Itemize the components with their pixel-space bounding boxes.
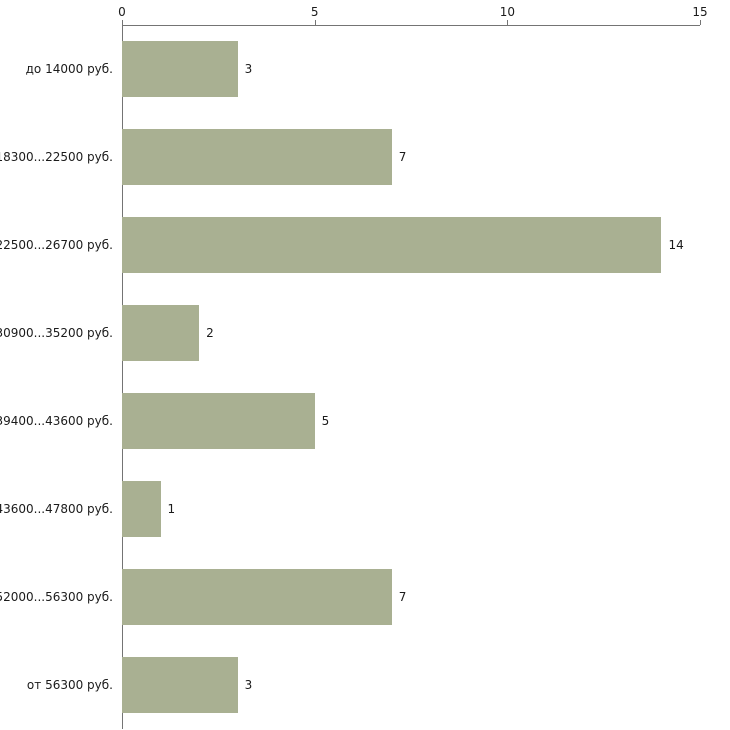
bar-row: до 14000 руб. 3 [0,25,700,113]
bar-track: 3 [122,25,700,113]
x-tick-label: 15 [692,5,708,19]
bar [122,657,238,713]
x-axis-line [122,25,700,26]
bar-track: 1 [122,465,700,553]
value-label: 1 [167,502,176,516]
value-label: 14 [668,238,684,252]
category-label: 52000...56300 руб. [0,590,113,604]
bar-row: 52000...56300 руб. 7 [0,553,700,641]
bar-row: 39400...43600 руб. 5 [0,377,700,465]
bar [122,569,392,625]
value-label: 2 [206,326,214,340]
category-label: 22500...26700 руб. [0,238,113,252]
bar [122,129,392,185]
category-label: 39400...43600 руб. [0,414,113,428]
x-tick-mark [314,20,316,25]
bar-track: 14 [122,201,700,289]
x-tick-mark [122,20,123,25]
bar-rows: до 14000 руб. 3 18300...22500 руб. 7 22500..… [0,25,700,729]
x-tick-label: 5 [310,5,319,19]
category-label: 30900...35200 руб. [0,326,113,340]
x-tick-label: 0 [118,5,126,19]
bar [122,481,161,537]
bar-track: 7 [122,553,700,641]
value-label: 7 [398,590,407,604]
bar [122,41,238,97]
bar-track: 7 [122,113,700,201]
bar [122,393,315,449]
bar [122,305,200,361]
bar-track: 5 [122,377,700,465]
bar [122,217,662,273]
value-label: 3 [244,62,253,76]
bar-track: 3 [122,641,700,729]
value-label: 5 [321,414,330,428]
x-tick-mark [507,20,509,25]
bar-row: 18300...22500 руб. 7 [0,113,700,201]
value-label: 3 [244,678,253,692]
category-label: 18300...22500 руб. [0,150,113,164]
bar-row: 30900...35200 руб. 2 [0,289,700,377]
value-label: 7 [398,150,407,164]
category-label: 43600...47800 руб. [0,502,113,516]
x-tick-label: 10 [499,5,515,19]
bar-row: 22500...26700 руб. 14 [0,201,700,289]
category-label: до 14000 руб. [25,62,113,76]
bar-row: 43600...47800 руб. 1 [0,465,700,553]
bar-track: 2 [122,289,700,377]
x-tick-mark [700,20,701,25]
category-label: от 56300 руб. [26,678,113,692]
y-axis-line [122,25,123,729]
bar-row: от 56300 руб. 3 [0,641,700,729]
